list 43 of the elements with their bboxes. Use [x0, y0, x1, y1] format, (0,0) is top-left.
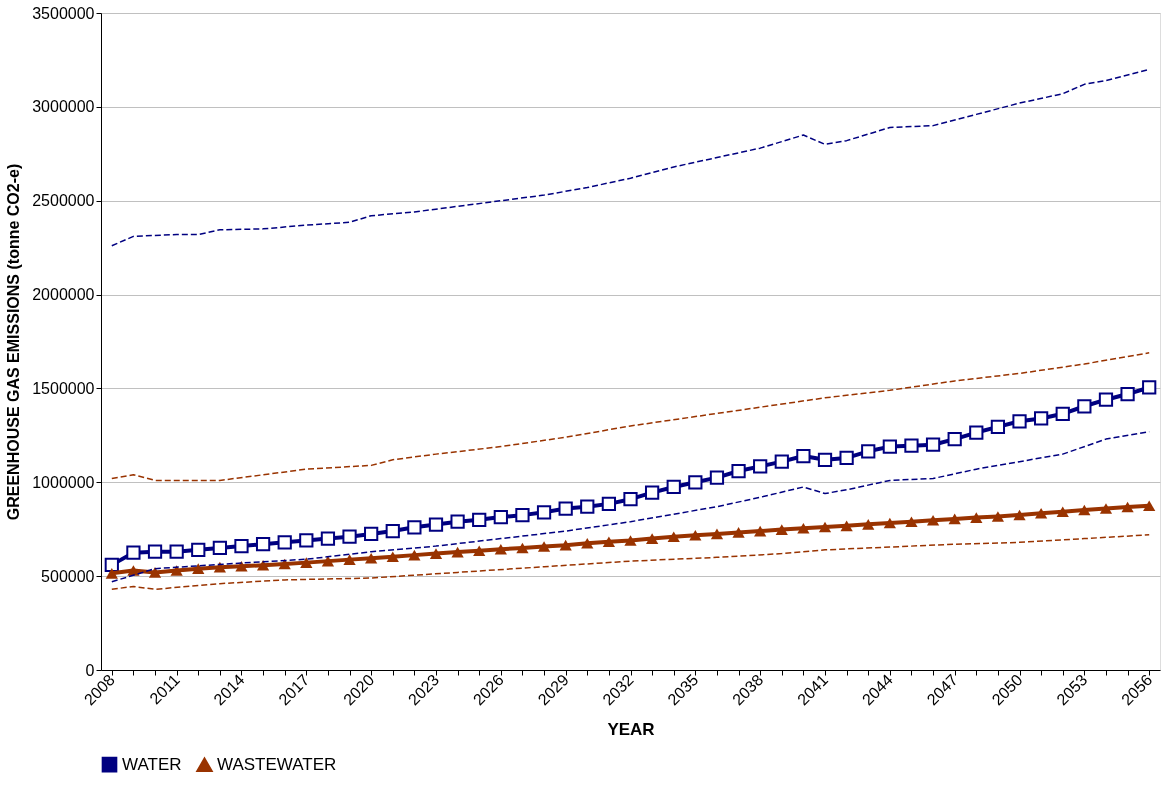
point [213, 561, 226, 573]
point [473, 545, 486, 557]
y-tick-label: 3500000 [32, 4, 95, 22]
point [1035, 507, 1048, 519]
point [1056, 506, 1069, 518]
legend-label: WASTEWATER [217, 755, 337, 775]
y-tick-label: 1000000 [32, 473, 95, 491]
x-axis-title: YEAR [607, 720, 655, 740]
point [1143, 500, 1156, 512]
point [754, 525, 767, 537]
point [710, 528, 724, 540]
line-series [111, 68, 1150, 247]
point [321, 555, 335, 567]
point [148, 567, 162, 578]
y-axis-title: GREENHOUSE GAS EMISSIONS (tonne CO2-e) [5, 163, 23, 521]
y-tick-label: 500000 [41, 567, 95, 585]
point [365, 553, 378, 564]
point [602, 536, 616, 548]
point [645, 533, 659, 544]
point [429, 548, 443, 559]
legend-label: WATER [122, 754, 182, 774]
point [818, 521, 832, 533]
point [581, 537, 594, 549]
point [537, 541, 551, 552]
y-tick-label: 2500000 [32, 192, 95, 210]
line-series [111, 534, 1150, 591]
y-tick-label: 3000000 [32, 98, 95, 116]
point [105, 568, 118, 579]
point [667, 531, 680, 543]
point [256, 559, 270, 571]
point [192, 563, 205, 574]
point [991, 511, 1005, 522]
point [926, 514, 940, 526]
y-tick-label: 2000000 [32, 286, 95, 304]
point [1099, 503, 1113, 514]
y-tick-label: 0 [85, 661, 95, 679]
line-series [111, 352, 1150, 482]
point [862, 519, 875, 530]
point [386, 551, 399, 563]
point [883, 517, 896, 529]
point [494, 544, 507, 555]
y-tick-label: 1500000 [32, 379, 95, 397]
point [775, 524, 788, 535]
